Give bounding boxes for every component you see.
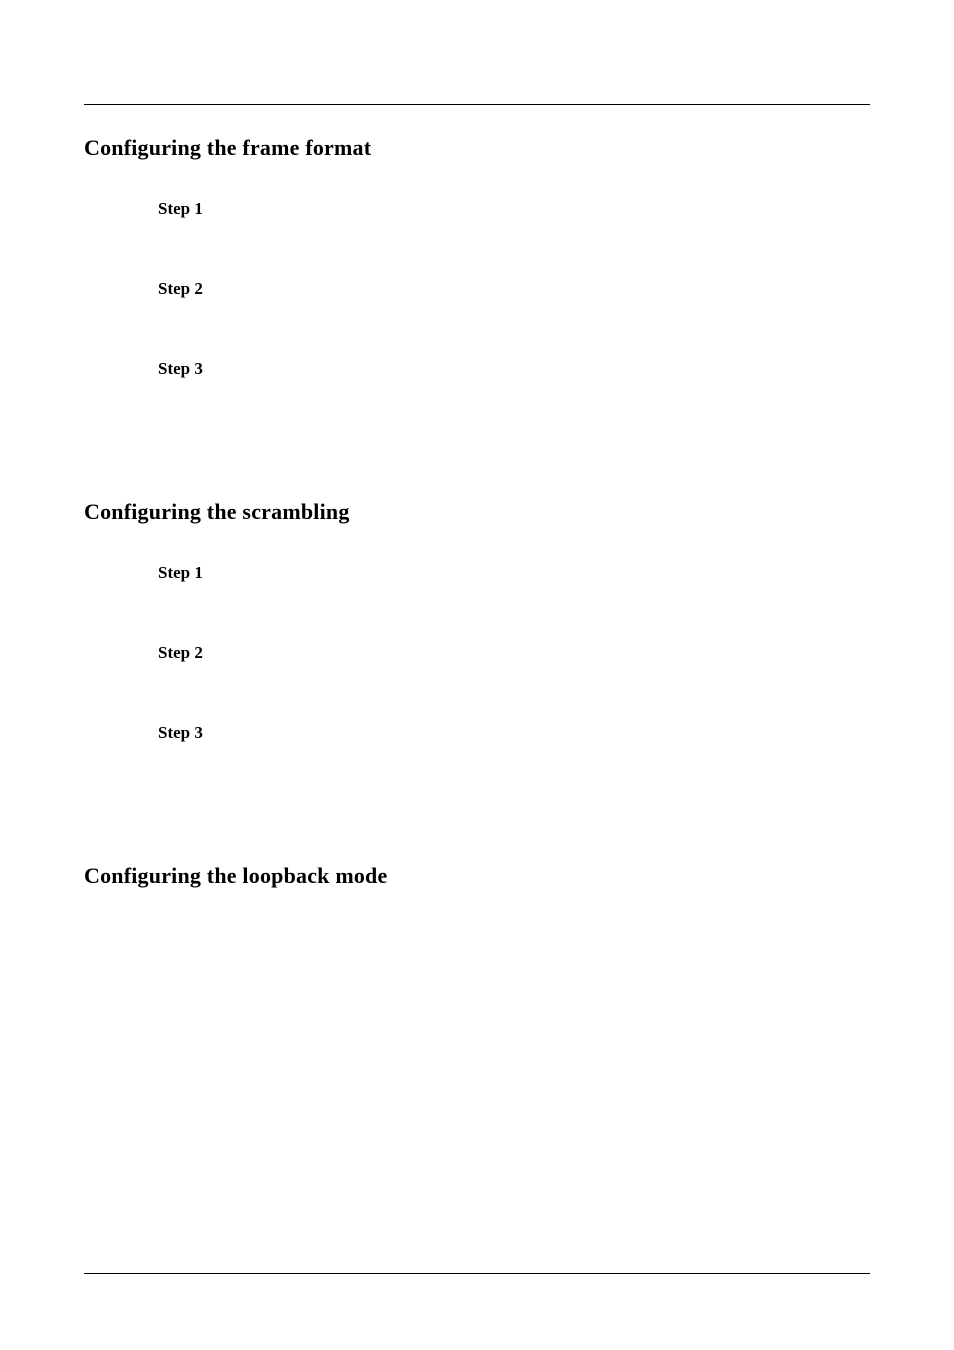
section-loopback: Configuring the loopback mode xyxy=(84,863,870,889)
bottom-rule xyxy=(84,1273,870,1274)
section-heading: Configuring the scrambling xyxy=(84,499,870,525)
step-label: Step 1 xyxy=(158,563,870,583)
step-label: Step 3 xyxy=(158,359,870,379)
step-label: Step 3 xyxy=(158,723,870,743)
step-label: Step 1 xyxy=(158,199,870,219)
section-frame-format: Configuring the frame format Step 1 Step… xyxy=(84,135,870,379)
step-label: Step 2 xyxy=(158,279,870,299)
section-heading: Configuring the loopback mode xyxy=(84,863,870,889)
section-heading: Configuring the frame format xyxy=(84,135,870,161)
step-label: Step 2 xyxy=(158,643,870,663)
page: Configuring the frame format Step 1 Step… xyxy=(0,0,954,1350)
section-scrambling: Configuring the scrambling Step 1 Step 2… xyxy=(84,499,870,743)
top-rule xyxy=(84,104,870,105)
